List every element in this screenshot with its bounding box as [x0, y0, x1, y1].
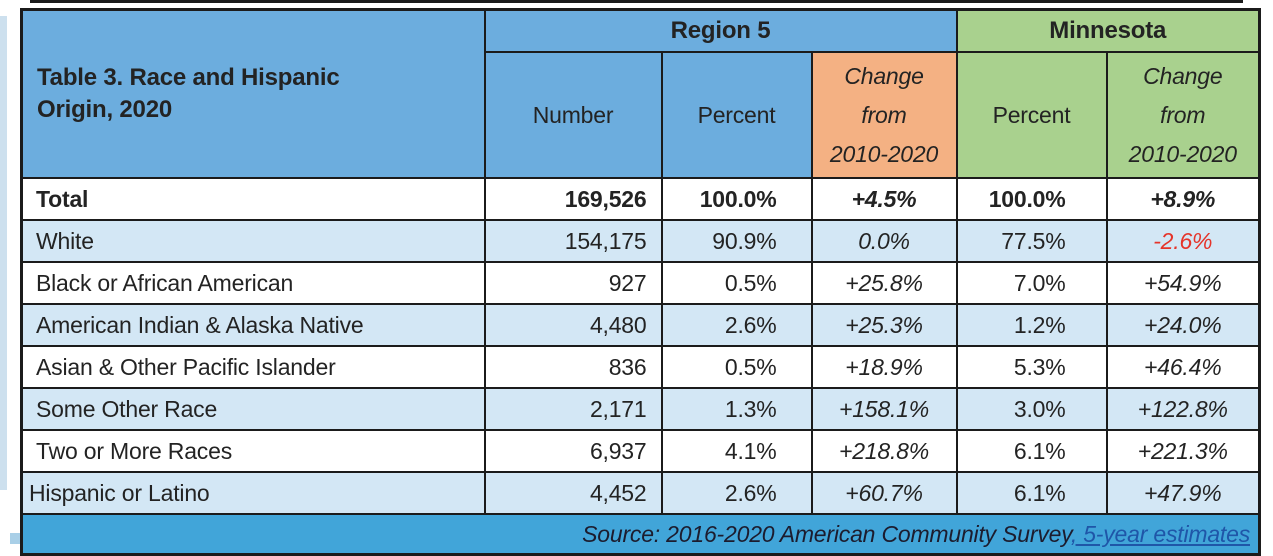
cell-mn-change: +122.8%: [1105, 387, 1261, 431]
header-group-row: Table 3. Race and Hispanic Origin, 2020 …: [20, 8, 1261, 179]
cell-region5-change: +25.8%: [810, 261, 958, 305]
change-header-line: from: [861, 101, 907, 128]
table-row-american-indian-alaska-native: American Indian & Alaska Native 4,480 2.…: [20, 303, 1261, 347]
race-hispanic-origin-table: Table 3. Race and Hispanic Origin, 2020 …: [20, 8, 1261, 556]
header-column-row: Number Percent Change from 2010-2020 Per…: [22, 51, 1261, 179]
cell-mn-percent: 6.1%: [955, 429, 1108, 473]
cell-mn-percent: 77.5%: [955, 219, 1108, 263]
row-label: Some Other Race: [20, 387, 486, 431]
cell-region5-percent: 100.0%: [660, 177, 813, 221]
table-row-white: White 154,175 90.9% 0.0% 77.5% -2.6%: [20, 219, 1261, 263]
page-left-edge-strip: [0, 16, 7, 490]
group-header-region5: Region 5: [483, 8, 958, 53]
cell-region5-number: 4,452: [483, 471, 663, 515]
table-row-some-other-race: Some Other Race 2,171 1.3% +158.1% 3.0% …: [20, 387, 1261, 431]
cell-region5-number: 4,480: [483, 303, 663, 347]
cell-region5-change: +18.9%: [810, 345, 958, 389]
cell-region5-percent: 0.5%: [660, 261, 813, 305]
row-label: Black or African American: [20, 261, 486, 305]
cell-mn-percent: 6.1%: [955, 471, 1108, 515]
cell-mn-change: +221.3%: [1105, 429, 1261, 473]
column-header-region5-percent: Percent: [660, 51, 813, 179]
cell-region5-change: +25.3%: [810, 303, 958, 347]
row-label: White: [20, 219, 486, 263]
table-row-asian-other-pacific-islander: Asian & Other Pacific Islander 836 0.5% …: [20, 345, 1261, 389]
cell-region5-number: 2,171: [483, 387, 663, 431]
cell-region5-percent: 2.6%: [660, 471, 813, 515]
row-label: Total: [20, 177, 486, 221]
cell-region5-percent: 0.5%: [660, 345, 813, 389]
cell-mn-change: +8.9%: [1105, 177, 1261, 221]
table-row-total: Total 169,526 100.0% +4.5% 100.0% +8.9%: [20, 177, 1261, 221]
column-header-mn-change: Change from 2010-2020: [1105, 51, 1261, 179]
cell-mn-percent: 3.0%: [955, 387, 1108, 431]
row-label: Asian & Other Pacific Islander: [20, 345, 486, 389]
cell-mn-percent: 100.0%: [955, 177, 1108, 221]
cell-mn-change-negative: -2.6%: [1105, 219, 1261, 263]
cell-region5-percent: 2.6%: [660, 303, 813, 347]
row-label: Hispanic or Latino: [20, 471, 486, 515]
cell-mn-percent: 7.0%: [955, 261, 1108, 305]
column-header-region5-change: Change from 2010-2020: [810, 51, 958, 179]
cell-mn-percent: 1.2%: [955, 303, 1108, 347]
table-row-hispanic-or-latino: Hispanic or Latino 4,452 2.6% +60.7% 6.1…: [20, 471, 1261, 515]
cell-region5-change: +60.7%: [810, 471, 958, 515]
table-row-two-or-more-races: Two or More Races 6,937 4.1% +218.8% 6.1…: [20, 429, 1261, 473]
source-text: Source: 2016-2020 American Community Sur…: [582, 520, 1071, 547]
row-label: Two or More Races: [20, 429, 486, 473]
cell-region5-change: 0.0%: [810, 219, 958, 263]
cell-region5-number: 154,175: [483, 219, 663, 263]
change-header-line: 2010-2020: [829, 140, 939, 167]
cell-region5-number: 6,937: [483, 429, 663, 473]
change-header-line: Change: [844, 62, 924, 89]
source-estimates-link[interactable]: , 5-year estimates: [1070, 520, 1250, 547]
group-header-minnesota: Minnesota: [955, 8, 1261, 53]
cell-region5-number: 836: [483, 345, 663, 389]
cell-mn-percent: 5.3%: [955, 345, 1108, 389]
change-header-line: Change: [1143, 62, 1223, 89]
cell-region5-percent: 1.3%: [660, 387, 813, 431]
table-title: Table 3. Race and Hispanic Origin, 2020: [37, 63, 340, 123]
row-label: American Indian & Alaska Native: [20, 303, 486, 347]
cell-region5-number: 927: [483, 261, 663, 305]
change-header-line: from: [1160, 101, 1206, 128]
source-note: Source: 2016-2020 American Community Sur…: [20, 513, 1261, 556]
cell-mn-change: +54.9%: [1105, 261, 1261, 305]
column-header-mn-percent: Percent: [955, 51, 1108, 179]
cell-mn-change: +46.4%: [1105, 345, 1261, 389]
cell-region5-change: +218.8%: [810, 429, 958, 473]
table-row-black-or-african-american: Black or African American 927 0.5% +25.8…: [20, 261, 1261, 305]
cell-region5-percent: 4.1%: [660, 429, 813, 473]
cell-region5-number: 169,526: [483, 177, 663, 221]
source-row: Source: 2016-2020 American Community Sur…: [20, 513, 1261, 556]
page-top-rule: [30, 0, 1243, 3]
cell-region5-change: +4.5%: [810, 177, 958, 221]
cell-region5-percent: 90.9%: [660, 219, 813, 263]
table-title-cell: Table 3. Race and Hispanic Origin, 2020: [20, 8, 486, 179]
cell-region5-change: +158.1%: [810, 387, 958, 431]
change-header-line: 2010-2020: [1128, 140, 1237, 167]
cell-mn-change: +24.0%: [1105, 303, 1261, 347]
column-header-region5-number: Number: [483, 51, 663, 179]
cell-mn-change: +47.9%: [1105, 471, 1261, 515]
